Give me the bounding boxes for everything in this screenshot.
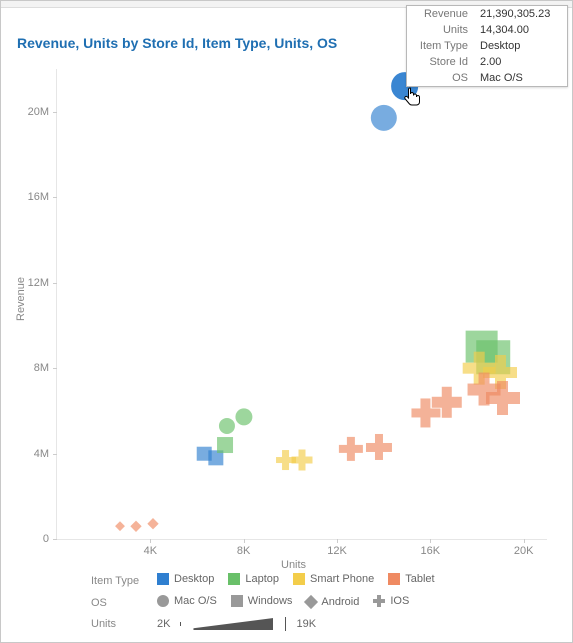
- data-point[interactable]: [217, 437, 233, 453]
- legend-size-bar-right: [285, 617, 286, 631]
- hover-tooltip: Revenue 21,390,305.23 Units 14,304.00 It…: [406, 5, 568, 87]
- legend-item-type-text: Desktop: [174, 573, 214, 585]
- legend-item-type-entry[interactable]: Tablet: [388, 573, 434, 585]
- data-point[interactable]: [431, 387, 461, 417]
- data-point[interactable]: [235, 409, 252, 426]
- plot-area[interactable]: 04M8M12M16M20M4K8K12K16K20K: [56, 69, 547, 540]
- data-point[interactable]: [339, 437, 363, 461]
- x-tick-label: 8K: [237, 545, 250, 557]
- legend-item-type-entry[interactable]: Laptop: [228, 573, 279, 585]
- legend-os: OS Mac O/S Windows Android IOS: [91, 595, 552, 618]
- data-point[interactable]: [219, 418, 235, 434]
- tooltip-val-itemtype: Desktop: [474, 38, 567, 54]
- legend-os-text: Android: [321, 596, 359, 608]
- legend-os-entry[interactable]: Android: [306, 596, 359, 608]
- x-tick-label: 20K: [514, 545, 534, 557]
- data-point[interactable]: [370, 105, 396, 131]
- chart-frame: Revenue, Units by Store Id, Item Type, U…: [0, 0, 573, 643]
- legend-size-wedge-icon: [193, 618, 273, 630]
- legend-shape-icon: [231, 595, 243, 607]
- data-point[interactable]: [131, 521, 142, 532]
- legend-size-label: Units: [91, 618, 147, 630]
- tooltip-key-units: Units: [407, 22, 474, 38]
- x-tick-label: 4K: [144, 545, 157, 557]
- tooltip-val-units: 14,304.00: [474, 22, 567, 38]
- tooltip-val-storeid: 2.00: [474, 54, 567, 70]
- legend-os-text: IOS: [390, 595, 409, 607]
- y-tick-label: 0: [9, 533, 49, 545]
- tooltip-val-os: Mac O/S: [474, 70, 567, 86]
- legend-size-max: 19K: [296, 618, 316, 630]
- legend-item-type-items: Desktop Laptop Smart Phone Tablet: [157, 573, 449, 588]
- y-tick-label: 4M: [9, 448, 49, 460]
- legend-os-entry[interactable]: IOS: [373, 595, 409, 607]
- x-axis-label: Units: [281, 559, 306, 571]
- legend-item-type-entry[interactable]: Smart Phone: [293, 573, 374, 585]
- legend-os-text: Windows: [248, 595, 293, 607]
- x-tick-label: 16K: [421, 545, 441, 557]
- chart-title: Revenue, Units by Store Id, Item Type, U…: [17, 35, 337, 51]
- y-tick-label: 16M: [9, 191, 49, 203]
- tooltip-key-os: OS: [407, 70, 474, 86]
- legend-size: Units 2K 19K: [91, 617, 552, 639]
- tooltip-key-itemtype: Item Type: [407, 38, 474, 54]
- data-point[interactable]: [147, 518, 159, 530]
- legend-item-type-entry[interactable]: Desktop: [157, 573, 214, 585]
- legend-os-entry[interactable]: Mac O/S: [157, 595, 217, 607]
- legend-os-text: Mac O/S: [174, 595, 217, 607]
- legend-item-type: Item Type Desktop Laptop Smart Phone Tablet: [91, 573, 552, 596]
- legend-swatch-icon: [293, 573, 305, 585]
- data-point[interactable]: [115, 521, 125, 531]
- legend-shape-icon: [157, 595, 169, 607]
- data-point[interactable]: [292, 449, 313, 470]
- legend-swatch-icon: [157, 573, 169, 585]
- legend-swatch-icon: [228, 573, 240, 585]
- tooltip-key-revenue: Revenue: [407, 6, 474, 22]
- legend-item-type-text: Laptop: [245, 573, 279, 585]
- data-point[interactable]: [486, 381, 520, 415]
- data-point[interactable]: [366, 434, 392, 460]
- plot-inner: [57, 69, 547, 539]
- legend-os-items: Mac O/S Windows Android IOS: [157, 595, 423, 610]
- tooltip-key-storeid: Store Id: [407, 54, 474, 70]
- legend-item-type-label: Item Type: [91, 575, 147, 587]
- legend-item-type-text: Smart Phone: [310, 573, 374, 585]
- legend-size-bar-left: [180, 622, 181, 626]
- y-tick-label: 12M: [9, 277, 49, 289]
- legend-shape-icon: [373, 595, 385, 607]
- legend-swatch-icon: [388, 573, 400, 585]
- x-tick-label: 12K: [327, 545, 347, 557]
- legend-os-entry[interactable]: Windows: [231, 595, 293, 607]
- tooltip-val-revenue: 21,390,305.23: [474, 6, 567, 22]
- chart-title-text: Revenue, Units by Store Id, Item Type, U…: [17, 35, 337, 51]
- tooltip-table: Revenue 21,390,305.23 Units 14,304.00 It…: [407, 6, 567, 86]
- legend-os-label: OS: [91, 597, 147, 609]
- legend-item-type-text: Tablet: [405, 573, 434, 585]
- y-tick-label: 20M: [9, 106, 49, 118]
- legend-shape-icon: [304, 595, 318, 609]
- y-tick-label: 8M: [9, 362, 49, 374]
- legend-size-min: 2K: [157, 618, 170, 630]
